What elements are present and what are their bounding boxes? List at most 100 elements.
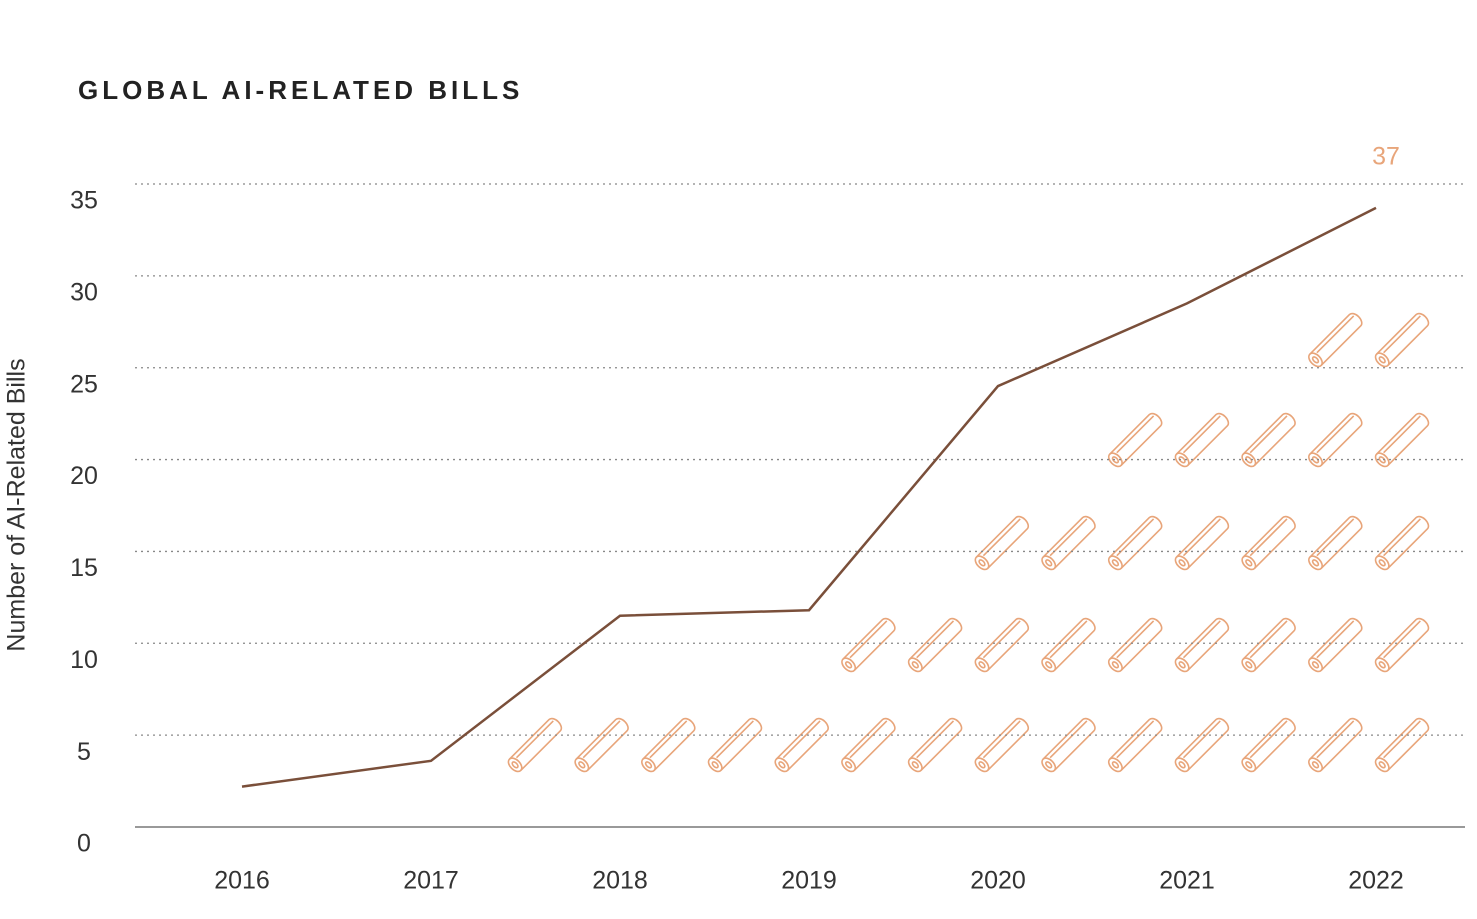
- scroll-end: [1045, 559, 1053, 567]
- y-tick-label: 5: [77, 738, 91, 766]
- scroll: [1241, 617, 1296, 673]
- scroll: [841, 717, 896, 773]
- scroll-end: [1107, 657, 1123, 673]
- scroll-edge: [1383, 415, 1421, 454]
- scroll-body: [708, 717, 763, 772]
- scroll: [1174, 717, 1230, 773]
- scroll-end: [507, 757, 523, 773]
- scroll-body: [1175, 717, 1230, 772]
- scroll-end: [1174, 657, 1190, 673]
- scroll-end: [1311, 456, 1320, 464]
- scroll-edge: [849, 720, 888, 759]
- scroll-edge: [1116, 620, 1155, 659]
- scroll-end: [841, 757, 857, 773]
- scroll-end: [1174, 757, 1190, 773]
- scroll-body: [842, 717, 896, 772]
- scroll-end: [1308, 352, 1323, 368]
- scroll: [1174, 515, 1230, 571]
- scroll-end: [1111, 559, 1120, 567]
- scroll-end: [1311, 761, 1320, 769]
- scroll-body: [642, 717, 696, 772]
- scroll: [907, 717, 963, 773]
- scroll-end: [978, 761, 986, 769]
- scroll-end: [644, 761, 653, 769]
- scroll-edge: [1116, 720, 1155, 759]
- scroll-edge: [982, 720, 1021, 759]
- scroll-edge: [982, 620, 1021, 659]
- scroll-body: [1109, 617, 1163, 672]
- scroll-end: [1107, 757, 1123, 773]
- scroll-edge: [1249, 720, 1288, 759]
- scroll-edge: [1182, 720, 1221, 759]
- scroll-end: [1245, 559, 1253, 567]
- scroll-body: [842, 617, 896, 672]
- y-tick-label: 20: [70, 462, 98, 490]
- scroll: [707, 717, 763, 773]
- scroll-end: [1178, 456, 1186, 464]
- scroll-end: [974, 657, 990, 673]
- scroll-end: [1378, 559, 1386, 567]
- scroll-edge: [1316, 415, 1355, 454]
- scroll-end: [1241, 555, 1257, 571]
- scroll-edge: [916, 720, 955, 759]
- y-axis-label: Number of AI-Related Bills: [3, 358, 31, 651]
- scroll-body: [1309, 515, 1363, 570]
- scroll: [1041, 617, 1096, 673]
- scroll-body: [1309, 412, 1363, 467]
- scroll: [1374, 412, 1430, 468]
- scroll-end: [1245, 456, 1253, 464]
- scroll-end: [1374, 757, 1390, 773]
- scroll: [1308, 515, 1363, 571]
- scroll-end: [1111, 761, 1120, 769]
- scroll: [1374, 312, 1430, 368]
- scroll-end: [1045, 661, 1053, 669]
- scroll-edge: [916, 620, 955, 659]
- scroll-end: [1174, 452, 1190, 468]
- scroll-body: [1109, 412, 1163, 467]
- scroll-edge: [1316, 518, 1355, 557]
- x-tick-label: 2022: [1348, 867, 1404, 895]
- scroll-end: [974, 757, 990, 773]
- scroll-end: [844, 761, 853, 769]
- y-tick-label: 35: [70, 187, 98, 215]
- x-tick-label: 2018: [592, 867, 648, 895]
- scroll: [1308, 617, 1363, 673]
- scroll-body: [1375, 412, 1430, 467]
- scroll: [1308, 717, 1363, 773]
- scroll-edge: [1383, 315, 1421, 354]
- scroll-body: [575, 717, 629, 772]
- scroll-end: [774, 757, 790, 773]
- scroll-end: [1374, 352, 1390, 368]
- scroll-end: [1241, 452, 1257, 468]
- scroll-body: [1375, 515, 1430, 570]
- scroll: [1241, 412, 1296, 468]
- scroll: [1308, 412, 1363, 468]
- scroll-end: [1245, 661, 1253, 669]
- scroll-end: [1107, 452, 1123, 468]
- scroll-end: [1241, 657, 1257, 673]
- scroll-end: [978, 559, 986, 567]
- scroll: [974, 617, 1030, 673]
- scroll-end: [511, 761, 519, 769]
- scroll-body: [1242, 717, 1296, 772]
- scroll: [574, 717, 629, 773]
- scroll-end: [1374, 657, 1390, 673]
- y-tick-label: 15: [70, 554, 98, 582]
- scroll-edge: [1182, 620, 1221, 659]
- scroll-end: [778, 761, 786, 769]
- scroll-end: [711, 761, 719, 769]
- scroll-end: [1308, 657, 1323, 673]
- scroll-body: [1375, 312, 1430, 367]
- x-tick-label: 2017: [403, 867, 459, 895]
- scroll-edge: [982, 518, 1021, 557]
- scroll-body: [1042, 717, 1096, 772]
- y-tick-label: 10: [70, 646, 98, 674]
- scroll-end: [1311, 356, 1320, 364]
- scroll: [1374, 617, 1430, 673]
- y-tick-label: 30: [70, 278, 98, 306]
- scroll: [774, 717, 829, 773]
- scroll-body: [1109, 515, 1163, 570]
- scroll-edge: [649, 720, 688, 759]
- scroll-end: [1311, 559, 1320, 567]
- scroll-end: [578, 761, 586, 769]
